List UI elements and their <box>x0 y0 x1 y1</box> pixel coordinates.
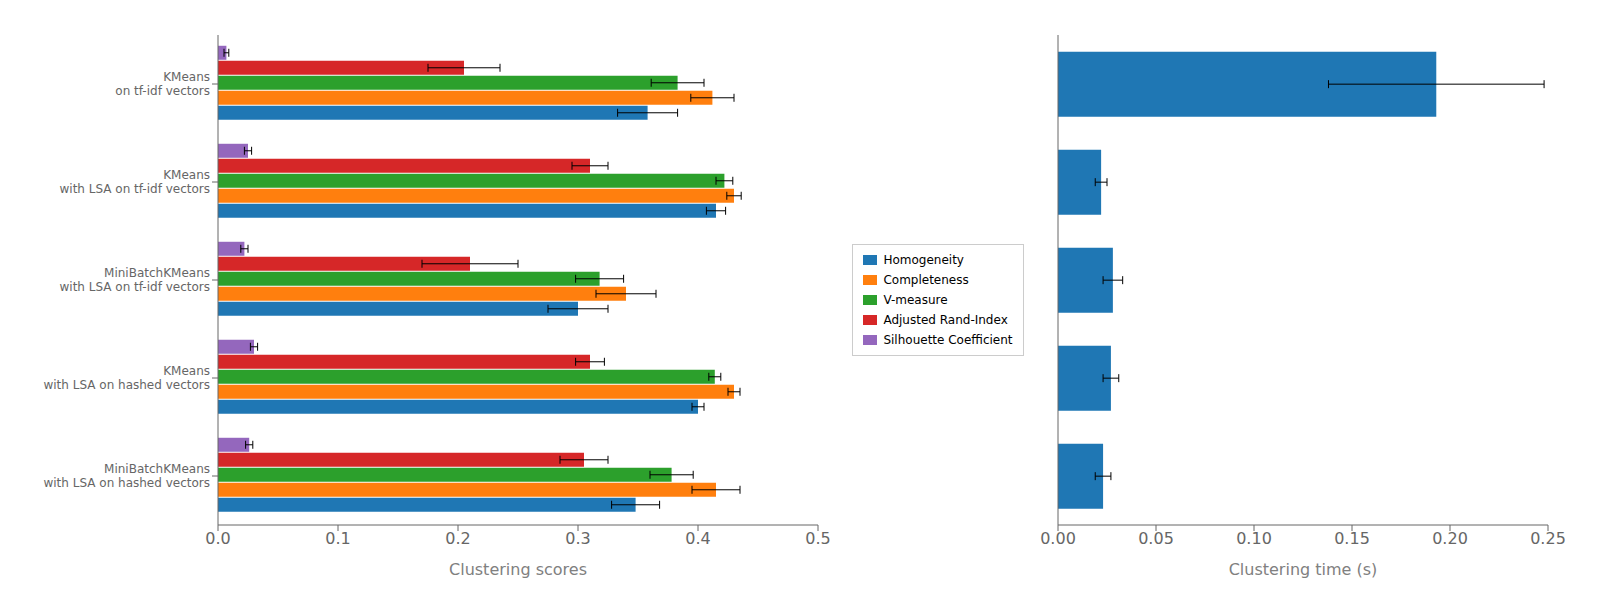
svg-text:0.3: 0.3 <box>565 529 590 548</box>
svg-text:KMeanswith LSA on hashed vecto: KMeanswith LSA on hashed vectors <box>43 364 210 392</box>
svg-text:0.2: 0.2 <box>445 529 470 548</box>
svg-text:0.15: 0.15 <box>1334 529 1370 548</box>
html-text:V-measure: V-measure <box>883 293 948 307</box>
svg-text:0.20: 0.20 <box>1432 529 1468 548</box>
svg-text:MiniBatchKMeanswith LSA on tf-: MiniBatchKMeanswith LSA on tf-idf vector… <box>60 266 211 294</box>
svg-text:0.1: 0.1 <box>325 529 350 548</box>
svg-text:MiniBatchKMeanswith LSA on has: MiniBatchKMeanswith LSA on hashed vector… <box>43 462 210 490</box>
html-text:Completeness: Completeness <box>883 273 969 287</box>
svg-text:KMeanson tf-idf vectors: KMeanson tf-idf vectors <box>115 70 210 98</box>
svg-text:Clustering time (s): Clustering time (s) <box>1229 560 1378 579</box>
svg-text:KMeanswith LSA on tf-idf vecto: KMeanswith LSA on tf-idf vectors <box>60 168 211 196</box>
svg-text:0.5: 0.5 <box>805 529 830 548</box>
svg-text:0.0: 0.0 <box>205 529 230 548</box>
svg-text:0.25: 0.25 <box>1530 529 1566 548</box>
svg-text:0.05: 0.05 <box>1138 529 1174 548</box>
svg-text:0.4: 0.4 <box>685 529 710 548</box>
html-text:Homogeneity: Homogeneity <box>883 253 964 267</box>
svg-text:0.10: 0.10 <box>1236 529 1272 548</box>
svg-text:0.00: 0.00 <box>1040 529 1076 548</box>
html-text:Silhouette Coefficient: Silhouette Coefficient <box>883 333 1013 347</box>
html-text:Adjusted Rand-Index: Adjusted Rand-Index <box>883 313 1008 327</box>
svg-text:Clustering scores: Clustering scores <box>449 560 587 579</box>
